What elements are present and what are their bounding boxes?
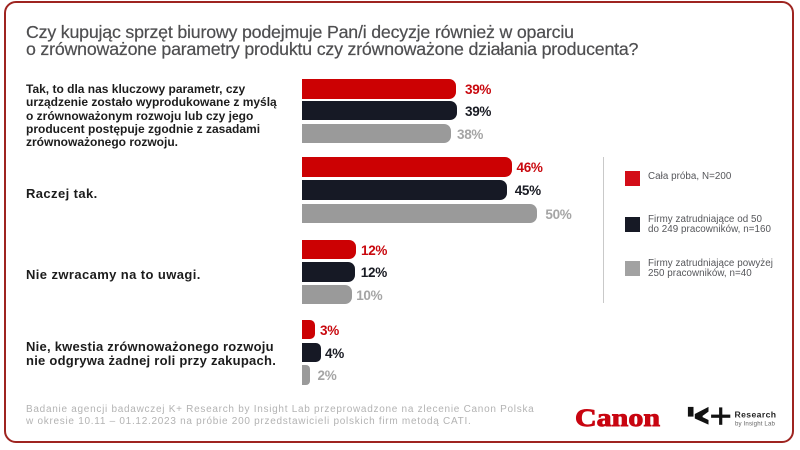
svg-text:by Insight Lab: by Insight Lab (735, 421, 776, 428)
svg-text:Research: Research (735, 410, 777, 420)
svg-text:Canon: Canon (575, 403, 660, 431)
